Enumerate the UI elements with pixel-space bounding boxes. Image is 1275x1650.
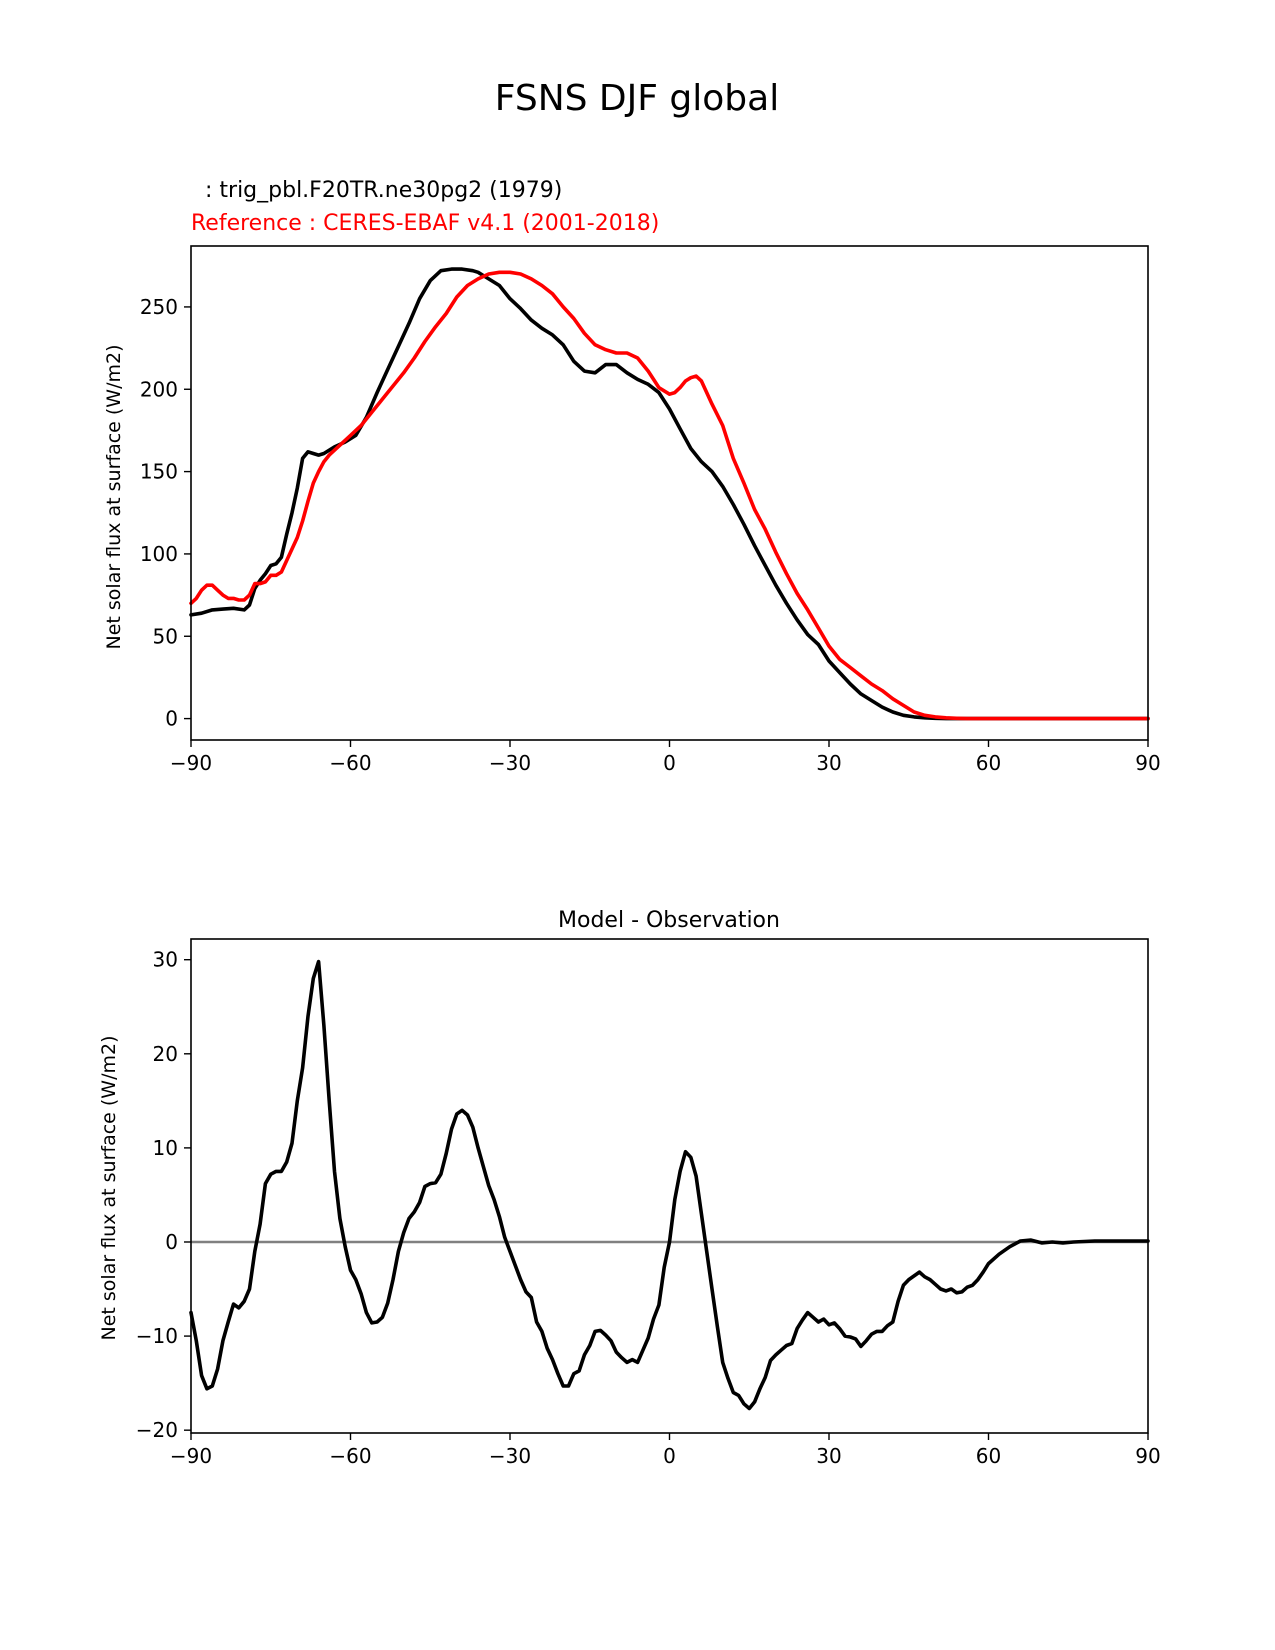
bottom-y-tick-label: 10 [153, 1136, 178, 1160]
bottom-y-tick-label: 30 [153, 948, 178, 972]
top-y-tick-label: 0 [165, 707, 178, 731]
bottom-x-tick-label: −30 [489, 1444, 531, 1468]
bottom-y-tick-label: −10 [136, 1324, 178, 1348]
bottom-series-difference-line [189, 959, 1150, 1411]
bottom-x-tick-label: 90 [1135, 1444, 1160, 1468]
bottom-panel-title: Model - Observation [558, 908, 780, 933]
top-x-tick-label: −30 [489, 751, 531, 775]
top-x-ticks: −90 −60 −30 0 30 60 90 [170, 740, 1161, 775]
top-x-tick-label: 30 [816, 751, 841, 775]
bottom-x-ticks: −90 −60 −30 0 30 60 90 [170, 1433, 1161, 1468]
top-y-tick-label: 50 [153, 624, 178, 648]
top-x-tick-label: 0 [663, 751, 676, 775]
bottom-panel: Model - Observation Net solar flux at su… [98, 908, 1161, 1468]
top-y-tick-label: 150 [140, 460, 178, 484]
bottom-x-tick-label: 0 [663, 1444, 676, 1468]
bottom-y-tick-label: −20 [136, 1418, 178, 1442]
bottom-y-ticks: −20 −10 0 10 20 30 [136, 948, 191, 1442]
top-panel: : trig_pbl.F20TR.ne30pg2 (1979) Referenc… [103, 178, 1161, 775]
bottom-plot-area [189, 959, 1150, 1411]
reference-label: Reference : CERES-EBAF v4.1 (2001-2018) [191, 211, 659, 236]
figure-title: FSNS DJF global [495, 78, 779, 119]
bottom-x-tick-label: 60 [976, 1444, 1001, 1468]
top-y-ticks: 0 50 100 150 200 250 [140, 295, 191, 731]
bottom-x-tick-label: −90 [170, 1444, 212, 1468]
top-x-tick-label: 90 [1135, 751, 1160, 775]
top-x-tick-label: 60 [976, 751, 1001, 775]
top-y-axis-label: Net solar flux at surface (W/m2) [103, 345, 125, 650]
bottom-y-axis-label: Net solar flux at surface (W/m2) [98, 1036, 120, 1341]
top-y-tick-label: 200 [140, 377, 178, 401]
top-series-test-line [189, 267, 1150, 721]
top-x-tick-label: −90 [170, 751, 212, 775]
top-y-tick-label: 250 [140, 295, 178, 319]
bottom-y-tick-label: 20 [153, 1042, 178, 1066]
bottom-y-tick-label: 0 [165, 1230, 178, 1254]
top-series-reference-line [189, 270, 1150, 721]
top-y-tick-label: 100 [140, 542, 178, 566]
test-run-label: : trig_pbl.F20TR.ne30pg2 (1979) [191, 178, 562, 203]
bottom-x-tick-label: −60 [329, 1444, 371, 1468]
bottom-x-tick-label: 30 [816, 1444, 841, 1468]
top-x-tick-label: −60 [329, 751, 371, 775]
top-plot-area [189, 267, 1150, 721]
